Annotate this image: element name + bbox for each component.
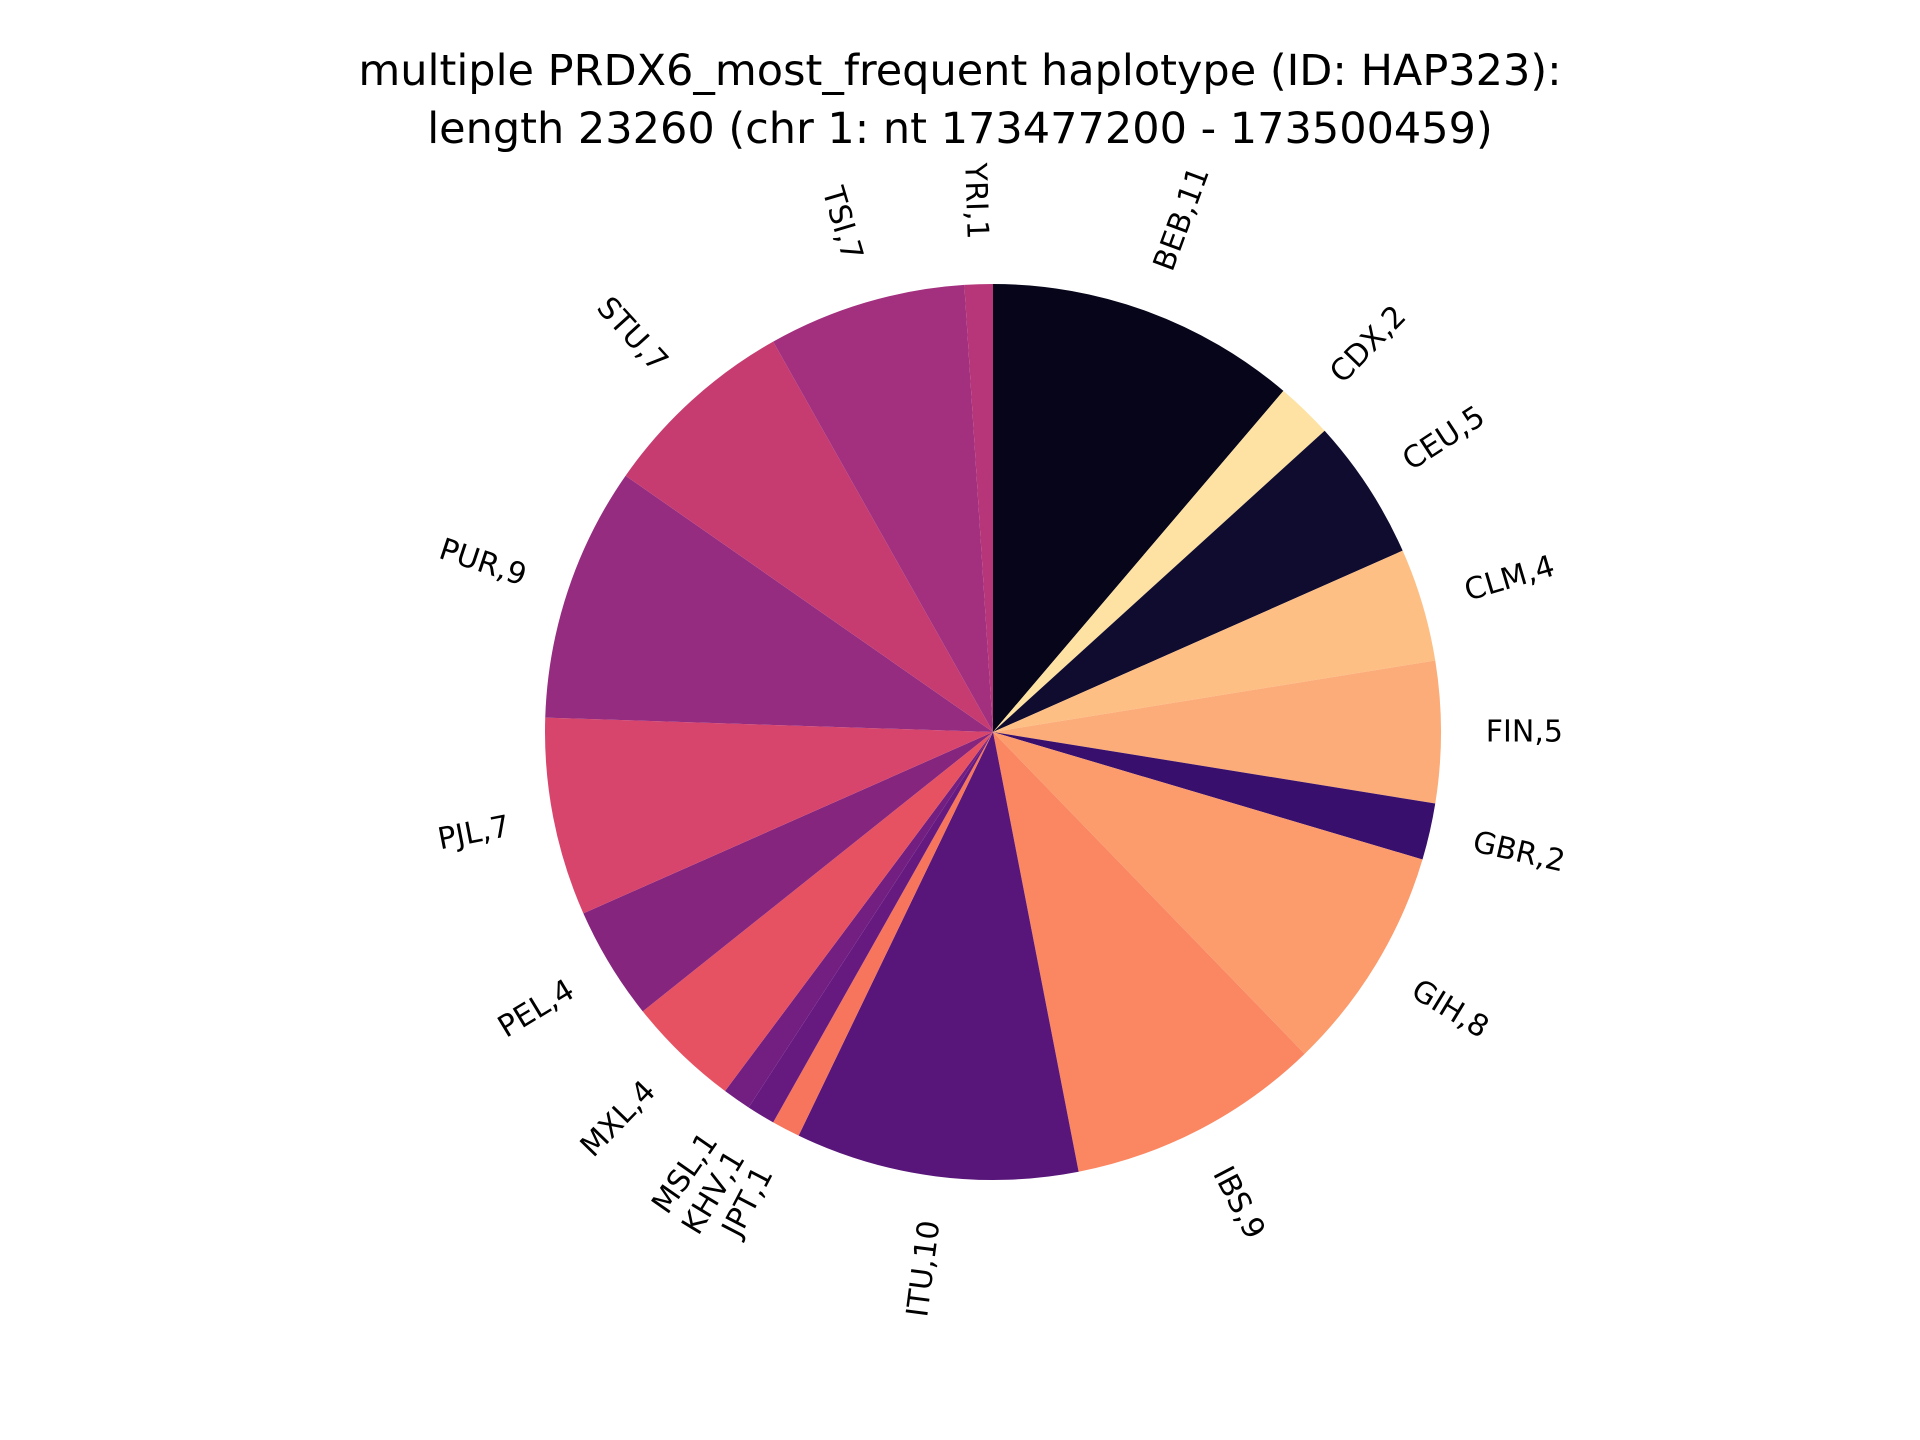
pie-slices	[545, 284, 1441, 1180]
pie-slice-khv	[748, 732, 993, 1123]
pie-slice-pjl	[545, 717, 993, 914]
pie-label-yri: YRI,1	[957, 161, 994, 240]
pie-slice-cdx	[993, 390, 1325, 732]
pie-label-fin: FIN,5	[1486, 715, 1563, 750]
pie-label-gbr: GBR,2	[1470, 825, 1569, 880]
pie-slice-ibs	[993, 732, 1305, 1172]
pie-slice-gbr	[993, 732, 1436, 860]
pie-label-pjl: PJL,7	[435, 809, 513, 857]
pie-slice-msl	[725, 732, 993, 1108]
pie-label-clm: CLM,4	[1460, 549, 1558, 609]
pie-slice-itu	[798, 732, 1079, 1180]
chart-title-line2: length 23260 (chr 1: nt 173477200 - 1735…	[427, 104, 1493, 154]
pie-slice-clm	[993, 550, 1436, 732]
pie-label-ibs: IBS,9	[1205, 1161, 1271, 1245]
pie-label-pur: PUR,9	[435, 532, 531, 593]
pie-label-ceu: CEU,5	[1396, 399, 1491, 478]
pie-label-beb: BEB,11	[1147, 162, 1217, 275]
pie-label-cdx: CDX,2	[1323, 299, 1413, 390]
pie-slice-yri	[964, 284, 993, 732]
chart-title: multiple PRDX6_most_frequent haplotype (…	[0, 42, 1920, 158]
pie-slice-pel	[583, 732, 993, 1012]
pie-slice-fin	[993, 660, 1441, 804]
chart-title-line1: multiple PRDX6_most_frequent haplotype (…	[358, 46, 1562, 96]
pie-label-mxl: MXL,4	[574, 1074, 663, 1164]
pie-label-tsi: TSI,7	[814, 182, 869, 265]
pie-slice-jpt	[773, 732, 993, 1136]
pie-slice-ceu	[993, 430, 1403, 732]
pie-label-itu: ITU,10	[900, 1219, 947, 1320]
pie-slice-gih	[993, 732, 1423, 1054]
pie-slice-beb	[993, 284, 1284, 732]
pie-label-stu: STU,7	[590, 290, 675, 379]
pie-slice-mxl	[642, 732, 993, 1092]
pie-slice-stu	[625, 341, 993, 732]
pie-slice-tsi	[773, 284, 993, 732]
pie-label-pel: PEL,4	[492, 972, 581, 1045]
pie-label-gih: GIH,8	[1405, 972, 1494, 1045]
pie-slice-pur	[545, 475, 993, 732]
